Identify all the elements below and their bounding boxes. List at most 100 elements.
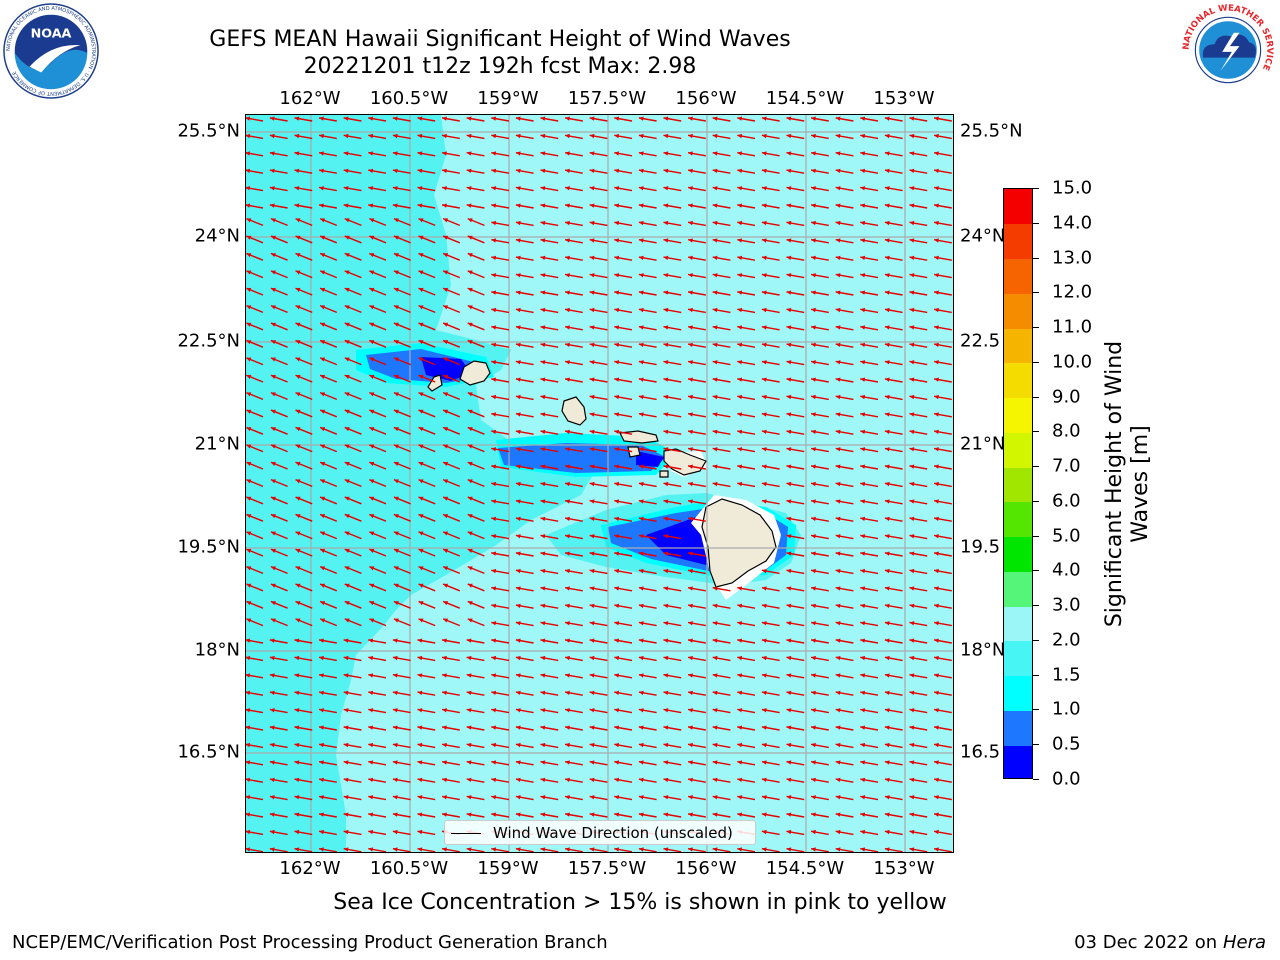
wave-direction-arrowhead: [835, 638, 841, 643]
colorbar-title-line2: Waves [m]: [1128, 425, 1153, 543]
wave-direction-arrowhead: [589, 377, 595, 382]
wave-direction-arrowhead: [909, 290, 915, 295]
wave-direction-arrowhead: [442, 116, 447, 121]
wind-wave-direction-arrows: [246, 116, 952, 852]
wave-direction-arrowhead: [614, 238, 620, 243]
wave-direction-arrowhead: [565, 586, 570, 591]
wave-zone-1-5-2m: [246, 115, 596, 852]
colorbar-tick-label: 6.0: [1052, 490, 1081, 512]
wave-direction-arrowhead: [442, 168, 447, 173]
wave-direction-arrowhead: [294, 116, 300, 121]
wave-direction-arrowhead: [761, 586, 767, 591]
wave-direction-arrowhead: [368, 690, 374, 695]
wave-direction-arrowhead: [835, 186, 841, 191]
wave-direction-arrowhead: [540, 795, 546, 800]
wave-direction-arrowhead: [589, 673, 595, 678]
lat-tick-left: 16.5°N: [177, 741, 240, 763]
wave-direction-arrowhead: [884, 325, 890, 330]
wave-direction-arrowhead: [344, 618, 350, 623]
wave-direction-arrowhead: [638, 673, 644, 678]
wave-direction-arrowhead: [614, 377, 620, 382]
wave-direction-arrowhead: [589, 847, 595, 852]
wave-direction-arrowhead: [269, 725, 275, 730]
wave-direction-arrowhead: [393, 409, 399, 414]
wave-direction-arrowhead: [589, 499, 595, 504]
wave-direction-arrowhead: [343, 725, 349, 730]
wave-direction-arrowhead: [638, 325, 644, 330]
map-panel[interactable]: Wind Wave Direction (unscaled): [245, 114, 954, 853]
wave-direction-arrowhead: [491, 621, 497, 626]
map-legend: Wind Wave Direction (unscaled): [444, 820, 756, 845]
wave-direction-arrowhead: [565, 220, 570, 226]
wave-direction-arrowhead: [418, 618, 424, 623]
wave-direction-arrowhead: [688, 621, 693, 626]
wave-direction-arrowhead: [786, 238, 792, 243]
colorbar-segment: [1004, 606, 1032, 642]
wave-direction-arrowhead: [614, 325, 620, 330]
wave-direction-arrowhead: [835, 290, 841, 295]
wave-direction-arrowhead: [540, 812, 546, 817]
wave-direction-arrowhead: [442, 812, 447, 817]
wave-direction-arrowhead: [934, 220, 939, 226]
wave-direction-arrowhead: [835, 742, 841, 748]
wave-direction-arrowhead: [614, 394, 620, 400]
wave-direction-arrowhead: [491, 186, 497, 191]
wave-direction-arrowhead: [638, 655, 644, 661]
wave-direction-arrowhead: [344, 235, 350, 240]
wave-direction-arrowhead: [491, 499, 497, 504]
wave-direction-arrowhead: [663, 690, 669, 695]
wave-direction-arrowhead: [442, 203, 447, 208]
colorbar-tick-label: 12.0: [1052, 281, 1093, 303]
wave-direction-arrowhead: [811, 812, 816, 817]
wave-direction-arrowhead: [344, 305, 350, 310]
wave-direction-arrowhead: [909, 673, 915, 678]
wave-direction-arrowhead: [614, 708, 620, 713]
wave-direction-arrowhead: [467, 479, 473, 484]
wave-direction-arrowhead: [884, 795, 890, 800]
wave-direction-arrowhead: [614, 690, 620, 695]
wave-direction-arrowhead: [515, 273, 521, 278]
wave-direction-arrowhead: [909, 325, 915, 330]
wave-direction-arrowhead: [688, 203, 693, 208]
wave-direction-arrowhead: [515, 203, 521, 208]
wave-direction-arrowhead: [369, 496, 375, 501]
wave-direction-arrowhead: [712, 847, 718, 852]
wave-direction-arrowhead: [589, 655, 595, 661]
wave-direction-arrowhead: [688, 708, 693, 713]
wave-direction-arrowhead: [369, 270, 375, 275]
wave-direction-arrowhead: [934, 481, 939, 487]
wave-direction-arrowhead: [712, 708, 718, 713]
wave-direction-arrowhead: [835, 725, 841, 730]
wave-direction-arrowhead: [565, 812, 570, 817]
wave-direction-arrowhead: [761, 377, 767, 382]
wave-direction-arrowhead: [418, 305, 424, 310]
wave-direction-arrowhead: [638, 621, 644, 626]
wave-direction-arrowhead: [246, 374, 252, 379]
wave-direction-arrowhead: [540, 133, 546, 139]
wave-direction-arrowhead: [319, 690, 324, 695]
wave-direction-arrowhead: [443, 444, 449, 449]
wave-direction-arrowhead: [467, 340, 473, 345]
lat-tick-right: 18°N: [960, 639, 1006, 661]
wave-direction-arrowhead: [737, 133, 743, 139]
wave-direction-arrowhead: [491, 655, 497, 661]
wave-direction-arrowhead: [688, 447, 693, 452]
wave-direction-arrowhead: [737, 586, 743, 591]
wave-direction-arrowhead: [319, 168, 324, 173]
wave-direction-arrowhead: [270, 322, 276, 327]
wave-direction-arrowhead: [737, 447, 743, 452]
wave-direction-arrowhead: [540, 621, 546, 626]
wave-direction-arrowhead: [565, 186, 570, 191]
wave-direction-arrowhead: [320, 409, 326, 414]
wave-direction-arrowhead: [934, 464, 939, 469]
wave-direction-arrowhead: [344, 392, 350, 397]
wave-direction-arrowhead: [466, 690, 472, 695]
wave-direction-arrowhead: [565, 325, 570, 330]
wave-direction-arrowhead: [614, 133, 620, 139]
colorbar-segment: [1004, 223, 1032, 259]
wave-direction-arrowhead: [466, 760, 472, 765]
wave-direction-arrowhead: [344, 340, 350, 345]
wave-direction-arrowhead: [246, 690, 251, 695]
wave-direction-arrowhead: [369, 287, 375, 292]
wave-direction-arrowhead: [589, 742, 595, 748]
